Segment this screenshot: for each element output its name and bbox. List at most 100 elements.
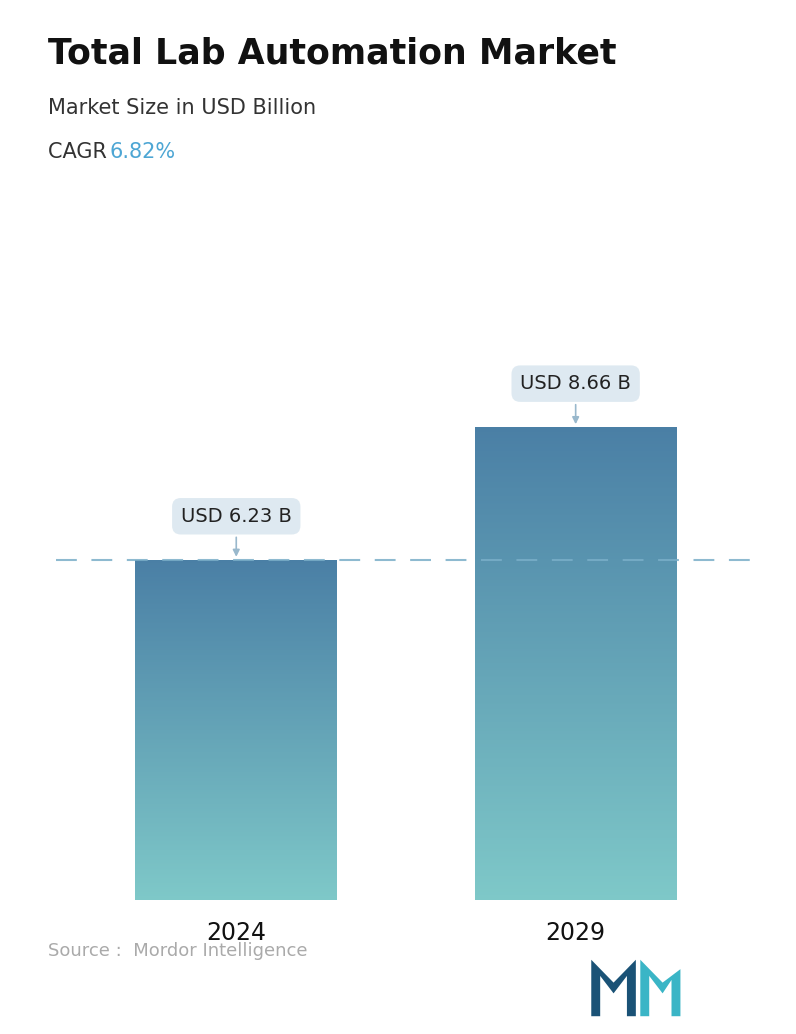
Bar: [135, 643, 338, 644]
Bar: [135, 726, 338, 727]
Bar: [135, 635, 338, 636]
Bar: [135, 818, 338, 819]
Bar: [474, 452, 677, 454]
Bar: [135, 562, 338, 565]
Bar: [474, 575, 677, 577]
Bar: [135, 780, 338, 781]
Bar: [135, 754, 338, 755]
Bar: [135, 825, 338, 826]
Bar: [474, 890, 677, 891]
Bar: [474, 752, 677, 753]
Bar: [474, 665, 677, 667]
Bar: [474, 559, 677, 560]
Bar: [474, 493, 677, 494]
Bar: [474, 592, 677, 594]
Bar: [135, 880, 338, 881]
Bar: [474, 556, 677, 557]
Bar: [474, 581, 677, 583]
Bar: [135, 630, 338, 631]
Bar: [474, 490, 677, 491]
Bar: [135, 802, 338, 803]
Bar: [474, 709, 677, 710]
Bar: [135, 839, 338, 840]
Bar: [474, 689, 677, 690]
Bar: [474, 488, 677, 490]
Bar: [135, 620, 338, 621]
Bar: [474, 498, 677, 499]
Bar: [135, 835, 338, 837]
Bar: [474, 846, 677, 848]
Bar: [135, 576, 338, 577]
Bar: [135, 636, 338, 637]
Bar: [135, 840, 338, 841]
Bar: [135, 676, 338, 677]
Bar: [474, 430, 677, 432]
Bar: [135, 805, 338, 807]
Bar: [474, 451, 677, 452]
Bar: [474, 700, 677, 701]
Bar: [135, 843, 338, 844]
Bar: [474, 463, 677, 465]
Bar: [135, 647, 338, 648]
Bar: [135, 697, 338, 698]
Bar: [474, 737, 677, 739]
Bar: [474, 703, 677, 704]
Bar: [474, 478, 677, 479]
Bar: [135, 645, 338, 647]
Bar: [135, 561, 338, 562]
Bar: [135, 712, 338, 713]
Bar: [135, 613, 338, 614]
Bar: [474, 466, 677, 468]
Bar: [135, 589, 338, 590]
Bar: [474, 564, 677, 566]
Bar: [474, 494, 677, 496]
Bar: [474, 662, 677, 663]
Bar: [135, 842, 338, 843]
Bar: [474, 557, 677, 559]
Bar: [135, 851, 338, 852]
Bar: [474, 837, 677, 839]
Bar: [135, 724, 338, 725]
Bar: [474, 858, 677, 860]
Bar: [135, 821, 338, 822]
Bar: [135, 569, 338, 570]
Bar: [135, 876, 338, 877]
Bar: [135, 719, 338, 720]
Bar: [135, 756, 338, 757]
Bar: [474, 726, 677, 728]
Bar: [135, 751, 338, 753]
Bar: [135, 759, 338, 760]
Bar: [135, 619, 338, 620]
Bar: [474, 679, 677, 680]
Bar: [135, 749, 338, 750]
Bar: [135, 791, 338, 792]
Bar: [474, 736, 677, 737]
Bar: [474, 475, 677, 476]
Bar: [474, 436, 677, 438]
Bar: [135, 731, 338, 732]
Bar: [474, 481, 677, 482]
Bar: [135, 899, 338, 900]
Bar: [474, 857, 677, 858]
Bar: [135, 721, 338, 722]
Bar: [474, 611, 677, 613]
Bar: [474, 584, 677, 586]
Bar: [135, 652, 338, 653]
Bar: [135, 689, 338, 690]
Bar: [135, 739, 338, 741]
Bar: [135, 894, 338, 895]
Bar: [474, 764, 677, 766]
Bar: [135, 665, 338, 666]
Text: USD 6.23 B: USD 6.23 B: [181, 507, 291, 555]
Bar: [135, 871, 338, 872]
Bar: [135, 663, 338, 664]
Bar: [135, 688, 338, 689]
Bar: [135, 803, 338, 804]
Bar: [474, 786, 677, 788]
Bar: [474, 707, 677, 709]
Bar: [474, 616, 677, 617]
Bar: [135, 698, 338, 699]
Bar: [135, 625, 338, 626]
Bar: [474, 800, 677, 802]
Bar: [474, 544, 677, 545]
